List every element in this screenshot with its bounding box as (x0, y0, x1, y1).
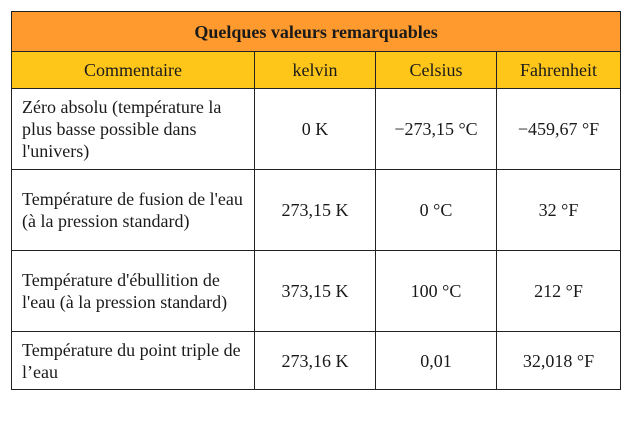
table-row: Température d'ébullition de l'eau (à la … (11, 250, 622, 332)
table-row: Température de fusion de l'eau (à la pre… (11, 169, 622, 251)
row-kelvin: 273,15 K (254, 169, 376, 251)
row-kelvin: 0 K (254, 88, 376, 170)
row-fahrenheit: 32,018 °F (495, 331, 622, 390)
temperature-table: Quelques valeurs remarquables Commentair… (10, 11, 622, 390)
row-comment: Température d'ébullition de l'eau (à la … (11, 250, 255, 332)
table-title: Quelques valeurs remarquables (10, 11, 622, 52)
table-row: Température du point triple de l’eau 273… (11, 331, 622, 390)
table-header-row: Commentaire kelvin Celsius Fahrenheit (11, 51, 622, 89)
row-fahrenheit: 212 °F (495, 250, 622, 332)
row-comment: Température de fusion de l'eau (à la pre… (11, 169, 255, 251)
header-commentaire: Commentaire (11, 51, 255, 89)
row-comment: Température du point triple de l’eau (11, 331, 255, 390)
row-kelvin: 373,15 K (254, 250, 376, 332)
row-celsius: −273,15 °C (375, 88, 497, 170)
table-row: Zéro absolu (température la plus basse p… (11, 88, 622, 170)
row-celsius: 100 °C (375, 250, 497, 332)
row-kelvin: 273,16 K (254, 331, 376, 390)
header-fahrenheit: Fahrenheit (495, 51, 622, 89)
row-fahrenheit: −459,67 °F (495, 88, 622, 170)
row-fahrenheit: 32 °F (495, 169, 622, 251)
row-comment: Zéro absolu (température la plus basse p… (11, 88, 255, 170)
header-celsius: Celsius (375, 51, 497, 89)
row-celsius: 0,01 (375, 331, 497, 390)
table-title-row: Quelques valeurs remarquables (10, 11, 622, 52)
row-celsius: 0 °C (375, 169, 497, 251)
header-kelvin: kelvin (254, 51, 376, 89)
